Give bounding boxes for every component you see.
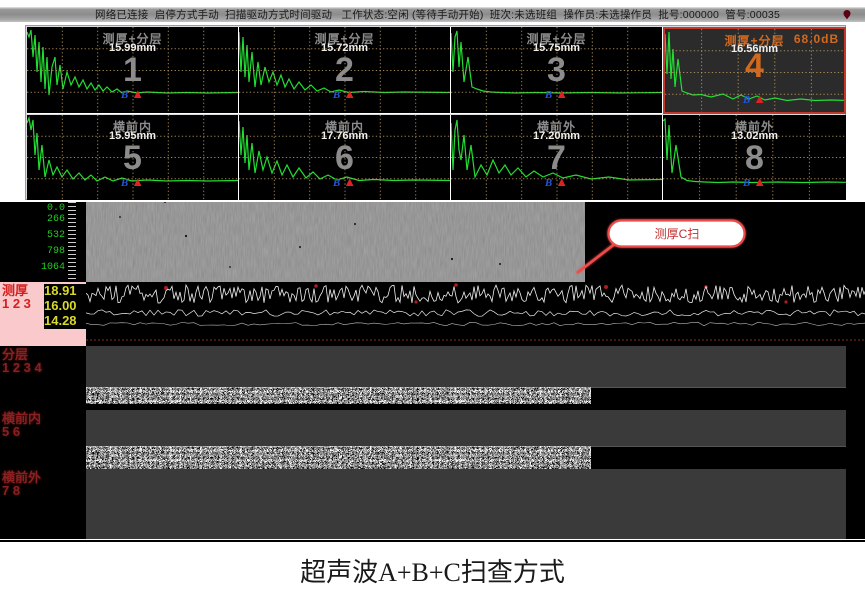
svg-text:测厚C扫: 测厚C扫: [655, 227, 700, 241]
